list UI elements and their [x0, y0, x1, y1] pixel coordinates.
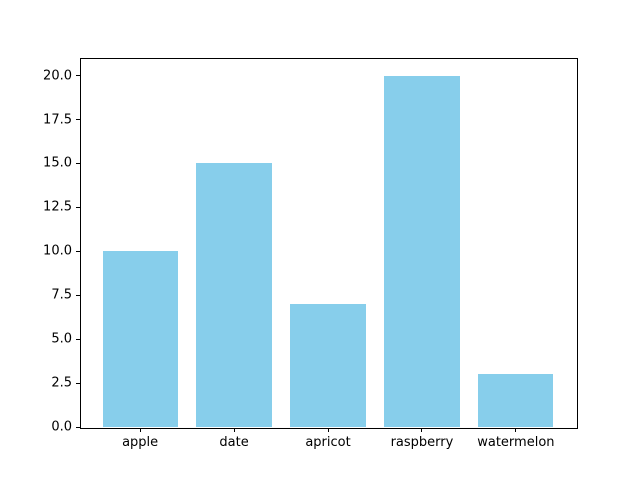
y-tick-mark: [76, 119, 80, 120]
y-tick-mark: [76, 75, 80, 77]
bar-watermelon: [478, 374, 554, 427]
y-tick-label: 10.0: [43, 243, 72, 259]
y-tick-label: 12.5: [43, 199, 72, 215]
x-tick-mark: [233, 428, 235, 432]
x-tick-mark: [139, 428, 141, 432]
y-tick-mark: [76, 338, 80, 340]
y-tick-label: 15.0: [43, 155, 72, 171]
x-tick-label: raspberry: [390, 435, 454, 450]
y-tick-mark: [76, 162, 80, 164]
y-tick-label: 17.5: [43, 112, 72, 127]
y-tick-label: 7.5: [51, 287, 72, 303]
x-tick-mark: [515, 428, 517, 432]
x-tick-label: apple: [122, 435, 159, 450]
bar-date: [196, 163, 272, 427]
x-tick-label: date: [219, 435, 249, 450]
y-tick-label: 20.0: [43, 68, 72, 84]
y-tick-mark: [76, 382, 80, 384]
y-tick-mark: [76, 206, 80, 208]
y-tick-label: 5.0: [51, 331, 72, 347]
y-tick-label: 2.5: [51, 375, 72, 391]
y-tick-label: 0.0: [51, 419, 72, 435]
x-tick-mark: [327, 428, 329, 432]
x-tick-mark: [421, 428, 423, 432]
bar-apple: [102, 251, 178, 427]
x-tick-label: apricot: [305, 435, 351, 450]
y-tick-mark: [76, 426, 80, 428]
y-tick-mark: [76, 294, 80, 296]
bar-apricot: [290, 304, 366, 427]
y-tick-mark: [76, 250, 80, 252]
x-tick-label: watermelon: [477, 435, 555, 450]
bar-raspberry: [384, 75, 460, 427]
